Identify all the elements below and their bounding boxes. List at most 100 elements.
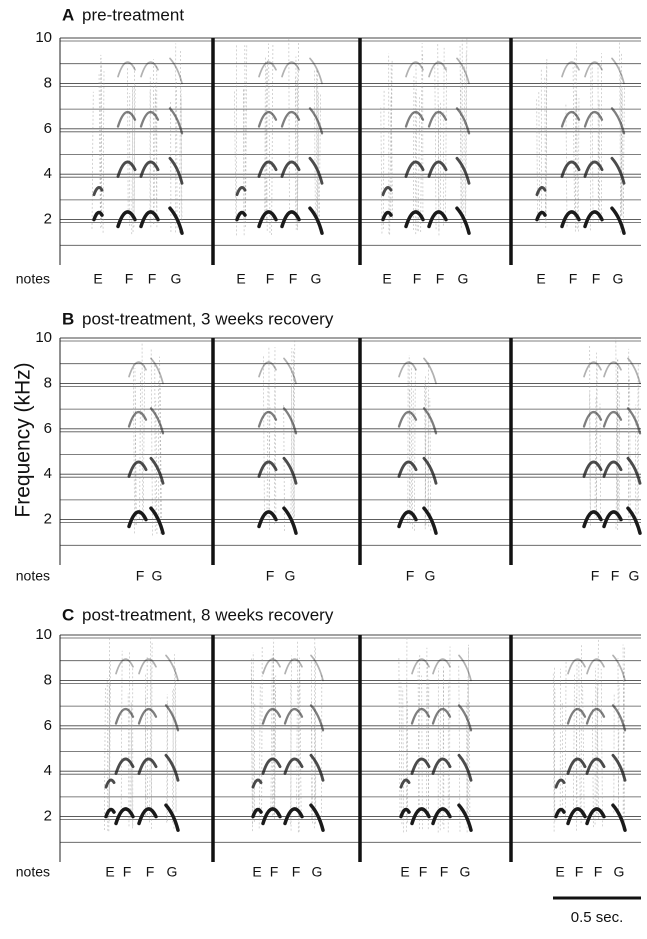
- harmonic: [459, 705, 471, 730]
- harmonic: [166, 705, 178, 730]
- spectrogram-note: [459, 645, 471, 833]
- spectrogram-note: [234, 44, 246, 235]
- note-label: G: [425, 568, 436, 584]
- noise: [573, 66, 574, 217]
- harmonic: [457, 208, 469, 233]
- noise: [412, 389, 413, 529]
- harmonic: [562, 62, 579, 76]
- noise: [143, 365, 144, 519]
- spectrogram-note: [263, 639, 280, 823]
- y-tick-label: 8: [44, 671, 52, 688]
- spectrogram-note: [433, 646, 450, 832]
- spectrogram-note: [141, 59, 158, 227]
- harmonic: [141, 62, 158, 76]
- noise: [599, 103, 600, 215]
- spectrogram-note: [170, 43, 182, 233]
- note-label: F: [136, 568, 145, 584]
- noise: [262, 646, 263, 817]
- harmonic: [585, 62, 602, 76]
- spectrogram-note: [412, 648, 429, 829]
- harmonic: [424, 358, 436, 383]
- panel-letter: C: [62, 605, 74, 624]
- noise: [92, 92, 93, 229]
- harmonic: [585, 112, 602, 126]
- harmonic: [282, 62, 299, 76]
- harmonic: [116, 709, 133, 723]
- spectrogram-note: [406, 43, 423, 234]
- note-label: E: [93, 271, 102, 287]
- notes-label: notes: [16, 271, 50, 287]
- note-label: F: [592, 271, 601, 287]
- noise: [263, 355, 264, 519]
- harmonic: [311, 655, 323, 680]
- noise: [133, 363, 134, 533]
- harmonic: [401, 810, 409, 817]
- harmonic: [604, 362, 621, 376]
- noise: [583, 686, 584, 811]
- note-label: F: [591, 568, 600, 584]
- noise: [319, 93, 320, 224]
- y-tick-label: 2: [44, 511, 52, 528]
- note-label: F: [266, 271, 275, 287]
- harmonic: [429, 62, 446, 76]
- harmonic: [537, 213, 545, 220]
- y-tick-label: 4: [44, 762, 52, 779]
- spectrogram-note: [399, 639, 409, 832]
- note-label: G: [613, 271, 624, 287]
- harmonic: [457, 58, 469, 83]
- spectrogram-note: [604, 339, 621, 530]
- harmonic: [424, 508, 436, 533]
- noise: [107, 678, 108, 831]
- noise: [565, 661, 566, 820]
- harmonic: [401, 780, 409, 787]
- y-tick-label: 6: [44, 120, 52, 137]
- noise: [133, 86, 134, 232]
- noise: [467, 677, 468, 814]
- spectrogram-note: [562, 43, 579, 231]
- noise: [99, 74, 100, 220]
- harmonic: [311, 755, 323, 780]
- panel-letter: B: [62, 309, 74, 328]
- noise: [121, 651, 122, 812]
- noise: [150, 666, 151, 823]
- note-label: F: [440, 864, 449, 880]
- note-label: F: [125, 271, 134, 287]
- noise: [284, 405, 285, 532]
- harmonic: [116, 659, 133, 673]
- note-label: F: [611, 568, 620, 584]
- spectrogram-note: [116, 651, 133, 829]
- harmonic: [151, 408, 163, 433]
- noise: [289, 38, 290, 213]
- note-label: F: [123, 864, 132, 880]
- harmonic: [568, 659, 585, 673]
- notes-label: notes: [16, 864, 50, 880]
- note-label: F: [266, 568, 275, 584]
- noise: [266, 104, 267, 216]
- noise: [553, 673, 554, 832]
- noise: [269, 44, 270, 233]
- note-label: G: [629, 568, 640, 584]
- spectrogram-note: [92, 55, 104, 233]
- note-label: G: [312, 864, 323, 880]
- harmonic: [282, 112, 299, 126]
- y-tick-label: 2: [44, 211, 52, 228]
- harmonic: [584, 362, 601, 376]
- noise: [128, 68, 129, 214]
- harmonic: [459, 755, 471, 780]
- noise: [435, 62, 436, 229]
- noise: [274, 347, 275, 524]
- spectrogram-note: [553, 661, 566, 832]
- noise: [267, 384, 268, 517]
- harmonic: [166, 655, 178, 680]
- harmonic: [584, 412, 601, 426]
- spectrogram-note: [584, 345, 601, 527]
- noise: [103, 71, 104, 233]
- noise: [160, 384, 161, 518]
- harmonic: [129, 412, 146, 426]
- noise: [428, 677, 429, 829]
- harmonic: [537, 188, 545, 195]
- noise: [637, 364, 638, 523]
- noise: [460, 46, 461, 228]
- noise: [135, 391, 136, 525]
